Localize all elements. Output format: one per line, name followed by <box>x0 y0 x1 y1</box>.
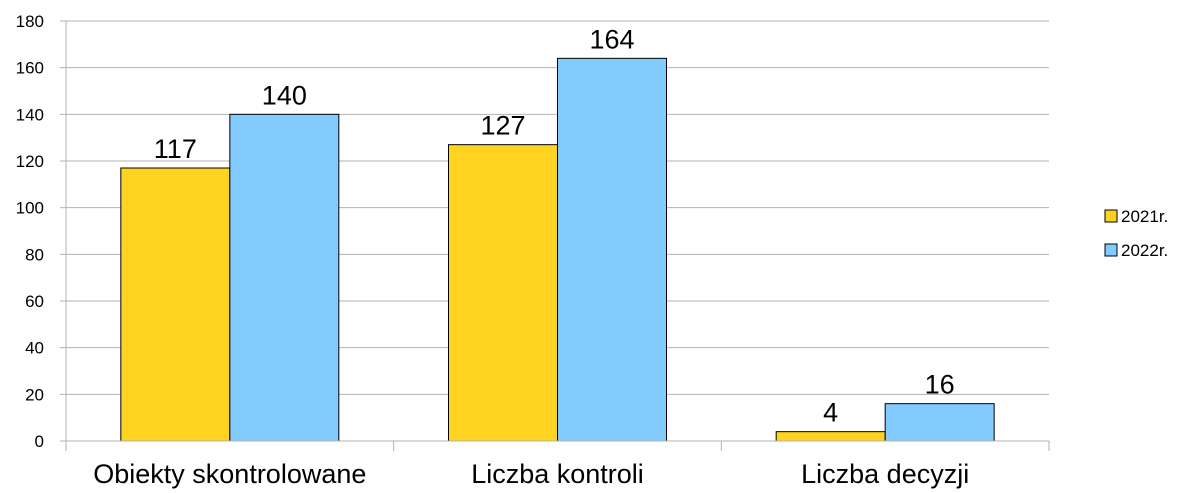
bar-2022r-2 <box>884 403 995 442</box>
bar-2021r-0 <box>120 167 231 442</box>
category-label: Liczba decyzji <box>801 459 969 489</box>
category-label: Obiekty skontrolowane <box>93 459 366 489</box>
y-tick-label: 20 <box>25 385 44 404</box>
legend: 2021r. 2022r. <box>1104 207 1168 260</box>
legend-swatch <box>1104 209 1118 223</box>
y-tick-label: 180 <box>16 12 44 31</box>
data-label: 16 <box>925 370 955 400</box>
bar-2022r-0 <box>229 113 340 442</box>
y-tick-label: 40 <box>25 339 44 358</box>
legend-label: 2021r. <box>1121 207 1168 226</box>
data-label: 4 <box>823 398 838 428</box>
legend-swatch <box>1104 243 1118 257</box>
data-label: 127 <box>480 111 525 141</box>
bar-2021r-1 <box>448 144 558 442</box>
category-label: Liczba kontroli <box>471 459 644 489</box>
y-tick-label: 60 <box>25 292 44 311</box>
y-tick-label: 0 <box>35 432 44 451</box>
data-label: 164 <box>589 24 634 54</box>
y-tick-label: 80 <box>25 245 44 264</box>
bar-2022r-1 <box>557 57 667 442</box>
y-tick-label: 140 <box>16 105 44 124</box>
y-tick-label: 120 <box>16 152 44 171</box>
axes: 0 20 40 60 80 100 120 140 160 180 <box>16 12 1050 451</box>
data-label: 117 <box>154 134 197 164</box>
bars <box>120 57 995 442</box>
bar-2021r-2 <box>775 431 886 442</box>
legend-label: 2022r. <box>1121 241 1168 260</box>
y-tick-label: 160 <box>16 59 44 78</box>
y-tick-label: 100 <box>16 199 44 218</box>
data-label: 140 <box>262 80 307 110</box>
